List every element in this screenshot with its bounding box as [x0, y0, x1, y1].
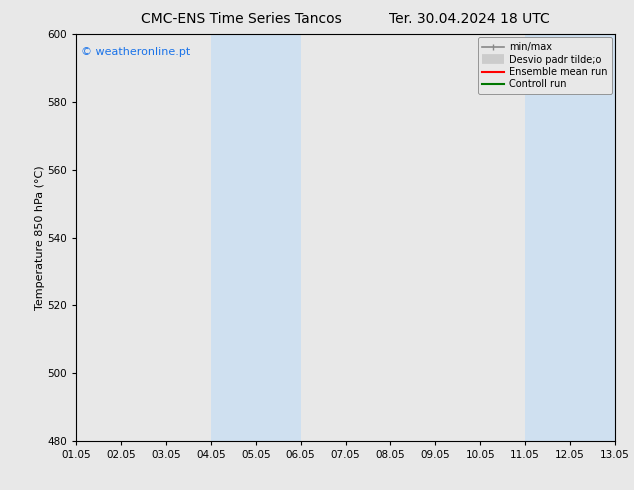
Y-axis label: Temperature 850 hPa (°C): Temperature 850 hPa (°C) — [34, 165, 44, 310]
Text: CMC-ENS Time Series Tancos: CMC-ENS Time Series Tancos — [141, 12, 341, 26]
Text: © weatheronline.pt: © weatheronline.pt — [81, 47, 191, 56]
Legend: min/max, Desvio padr tilde;o, Ensemble mean run, Controll run: min/max, Desvio padr tilde;o, Ensemble m… — [477, 37, 612, 94]
Bar — [525, 34, 615, 441]
Bar — [210, 34, 301, 441]
Text: Ter. 30.04.2024 18 UTC: Ter. 30.04.2024 18 UTC — [389, 12, 550, 26]
